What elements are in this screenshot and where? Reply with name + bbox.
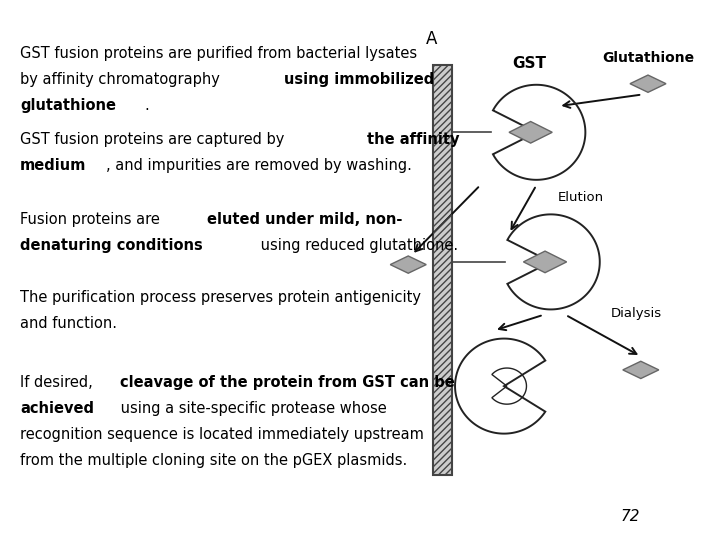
Polygon shape: [623, 361, 659, 379]
Text: 72: 72: [620, 509, 640, 524]
Text: using a site-specific protease whose: using a site-specific protease whose: [116, 401, 387, 416]
Text: denaturing conditions: denaturing conditions: [20, 238, 203, 253]
Bar: [433, 65, 452, 475]
Text: from the multiple cloning site on the pGEX plasmids.: from the multiple cloning site on the pG…: [20, 453, 408, 468]
Text: Elution: Elution: [558, 191, 604, 204]
Polygon shape: [523, 251, 567, 273]
Text: GST: GST: [512, 56, 546, 71]
Text: GST fusion proteins are purified from bacterial lysates: GST fusion proteins are purified from ba…: [20, 46, 418, 61]
Text: and function.: and function.: [20, 316, 117, 331]
Polygon shape: [390, 256, 426, 273]
Text: by affinity chromatography: by affinity chromatography: [20, 72, 225, 87]
Polygon shape: [630, 75, 666, 92]
Text: A: A: [426, 30, 438, 48]
Text: Dialysis: Dialysis: [611, 307, 662, 320]
Bar: [433, 65, 452, 475]
Text: medium: medium: [20, 158, 86, 173]
Text: .: .: [144, 98, 149, 113]
Text: cleavage of the protein from GST can be: cleavage of the protein from GST can be: [120, 375, 455, 390]
Text: the affinity: the affinity: [367, 132, 460, 147]
Text: GST fusion proteins are captured by: GST fusion proteins are captured by: [20, 132, 289, 147]
Text: , and impurities are removed by washing.: , and impurities are removed by washing.: [106, 158, 412, 173]
Text: achieved: achieved: [20, 401, 94, 416]
Polygon shape: [509, 122, 552, 143]
Text: eluted under mild, non-: eluted under mild, non-: [207, 212, 402, 227]
Text: Glutathione: Glutathione: [602, 51, 694, 65]
Text: Fusion proteins are: Fusion proteins are: [20, 212, 165, 227]
Text: glutathione: glutathione: [20, 98, 116, 113]
Text: using reduced glutathione.: using reduced glutathione.: [256, 238, 458, 253]
Text: recognition sequence is located immediately upstream: recognition sequence is located immediat…: [20, 427, 424, 442]
Text: The purification process preserves protein antigenicity: The purification process preserves prote…: [20, 290, 421, 305]
Text: using immobilized: using immobilized: [284, 72, 434, 87]
Text: If desired,: If desired,: [20, 375, 97, 390]
